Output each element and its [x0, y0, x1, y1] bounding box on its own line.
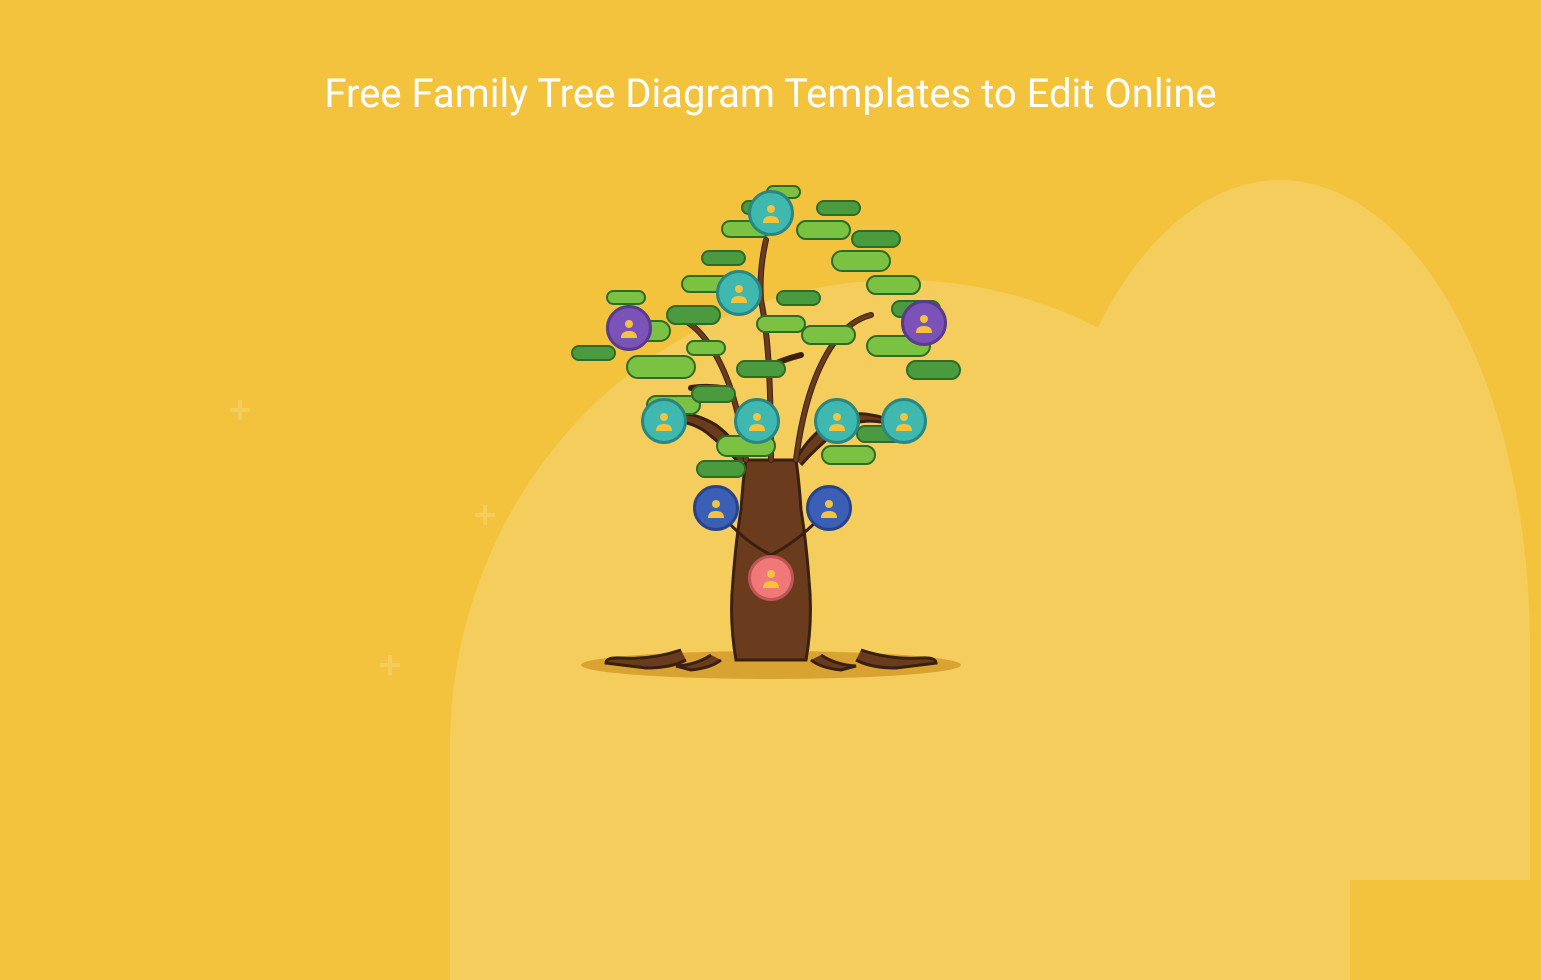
tree-leaf: [736, 360, 786, 378]
person-icon: [912, 311, 936, 335]
tree-leaf: [666, 305, 721, 325]
tree-leaf: [831, 250, 891, 272]
person-node: [693, 485, 739, 531]
tree-leaf: [696, 460, 746, 478]
person-node: [748, 190, 794, 236]
tree-leaf: [906, 360, 961, 380]
tree-leaf: [756, 315, 806, 333]
family-tree-diagram: [511, 160, 1031, 680]
person-icon: [825, 409, 849, 433]
plus-icon: [380, 655, 400, 675]
person-node: [734, 398, 780, 444]
person-icon: [892, 409, 916, 433]
tree-leaf: [626, 355, 696, 379]
person-node: [901, 300, 947, 346]
person-icon: [617, 316, 641, 340]
tree-leaf: [606, 290, 646, 305]
person-icon: [817, 496, 841, 520]
tree-leaf: [851, 230, 901, 248]
person-node: [716, 270, 762, 316]
tree-leaf: [686, 340, 726, 356]
plus-icon: [230, 400, 250, 420]
tree-leaf: [801, 325, 856, 345]
tree-leaf: [821, 445, 876, 465]
tree-leaf: [691, 385, 736, 403]
person-node: [806, 485, 852, 531]
person-icon: [652, 409, 676, 433]
tree-leaf: [796, 220, 851, 240]
person-node: [881, 398, 927, 444]
person-icon: [759, 566, 783, 590]
tree-leaf: [571, 345, 616, 361]
tree-leaf: [866, 275, 921, 295]
plus-icon: [1180, 620, 1200, 640]
person-icon: [727, 281, 751, 305]
person-node: [814, 398, 860, 444]
person-icon: [745, 409, 769, 433]
plus-icon: [475, 505, 495, 525]
person-icon: [759, 201, 783, 225]
tree-leaf: [816, 200, 861, 216]
person-node: [641, 398, 687, 444]
page-title: Free Family Tree Diagram Templates to Ed…: [0, 70, 1541, 117]
person-node: [606, 305, 652, 351]
tree-leaf: [776, 290, 821, 306]
plus-icon: [1260, 205, 1280, 225]
tree-leaf: [701, 250, 746, 266]
person-node: [748, 555, 794, 601]
person-icon: [704, 496, 728, 520]
